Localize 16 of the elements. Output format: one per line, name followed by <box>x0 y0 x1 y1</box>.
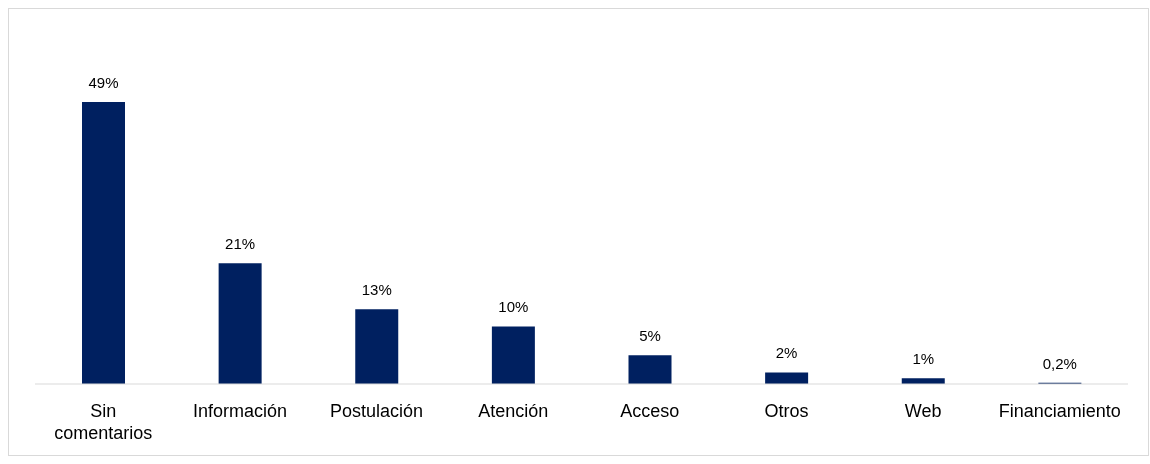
x-tick-label: Información <box>192 401 287 422</box>
x-tick-label: Sin comentarios <box>54 401 153 443</box>
data-label: 13% <box>361 281 392 299</box>
data-label: 49% <box>88 74 119 91</box>
x-tick-label: Web <box>904 401 942 422</box>
data-label: 21% <box>225 235 256 253</box>
data-label: 0,2% <box>1042 354 1077 372</box>
x-tick-label: Financiamiento <box>998 401 1121 422</box>
data-label: 1% <box>912 350 935 368</box>
x-tick-label: Otros <box>764 401 809 422</box>
x-tick-label: Acceso <box>620 401 680 422</box>
data-label: 10% <box>498 298 529 316</box>
x-tick-label: Postulación <box>330 401 424 422</box>
data-label: 2% <box>775 344 798 362</box>
data-label: 5% <box>639 327 661 345</box>
x-tick-label: Atención <box>478 401 549 422</box>
